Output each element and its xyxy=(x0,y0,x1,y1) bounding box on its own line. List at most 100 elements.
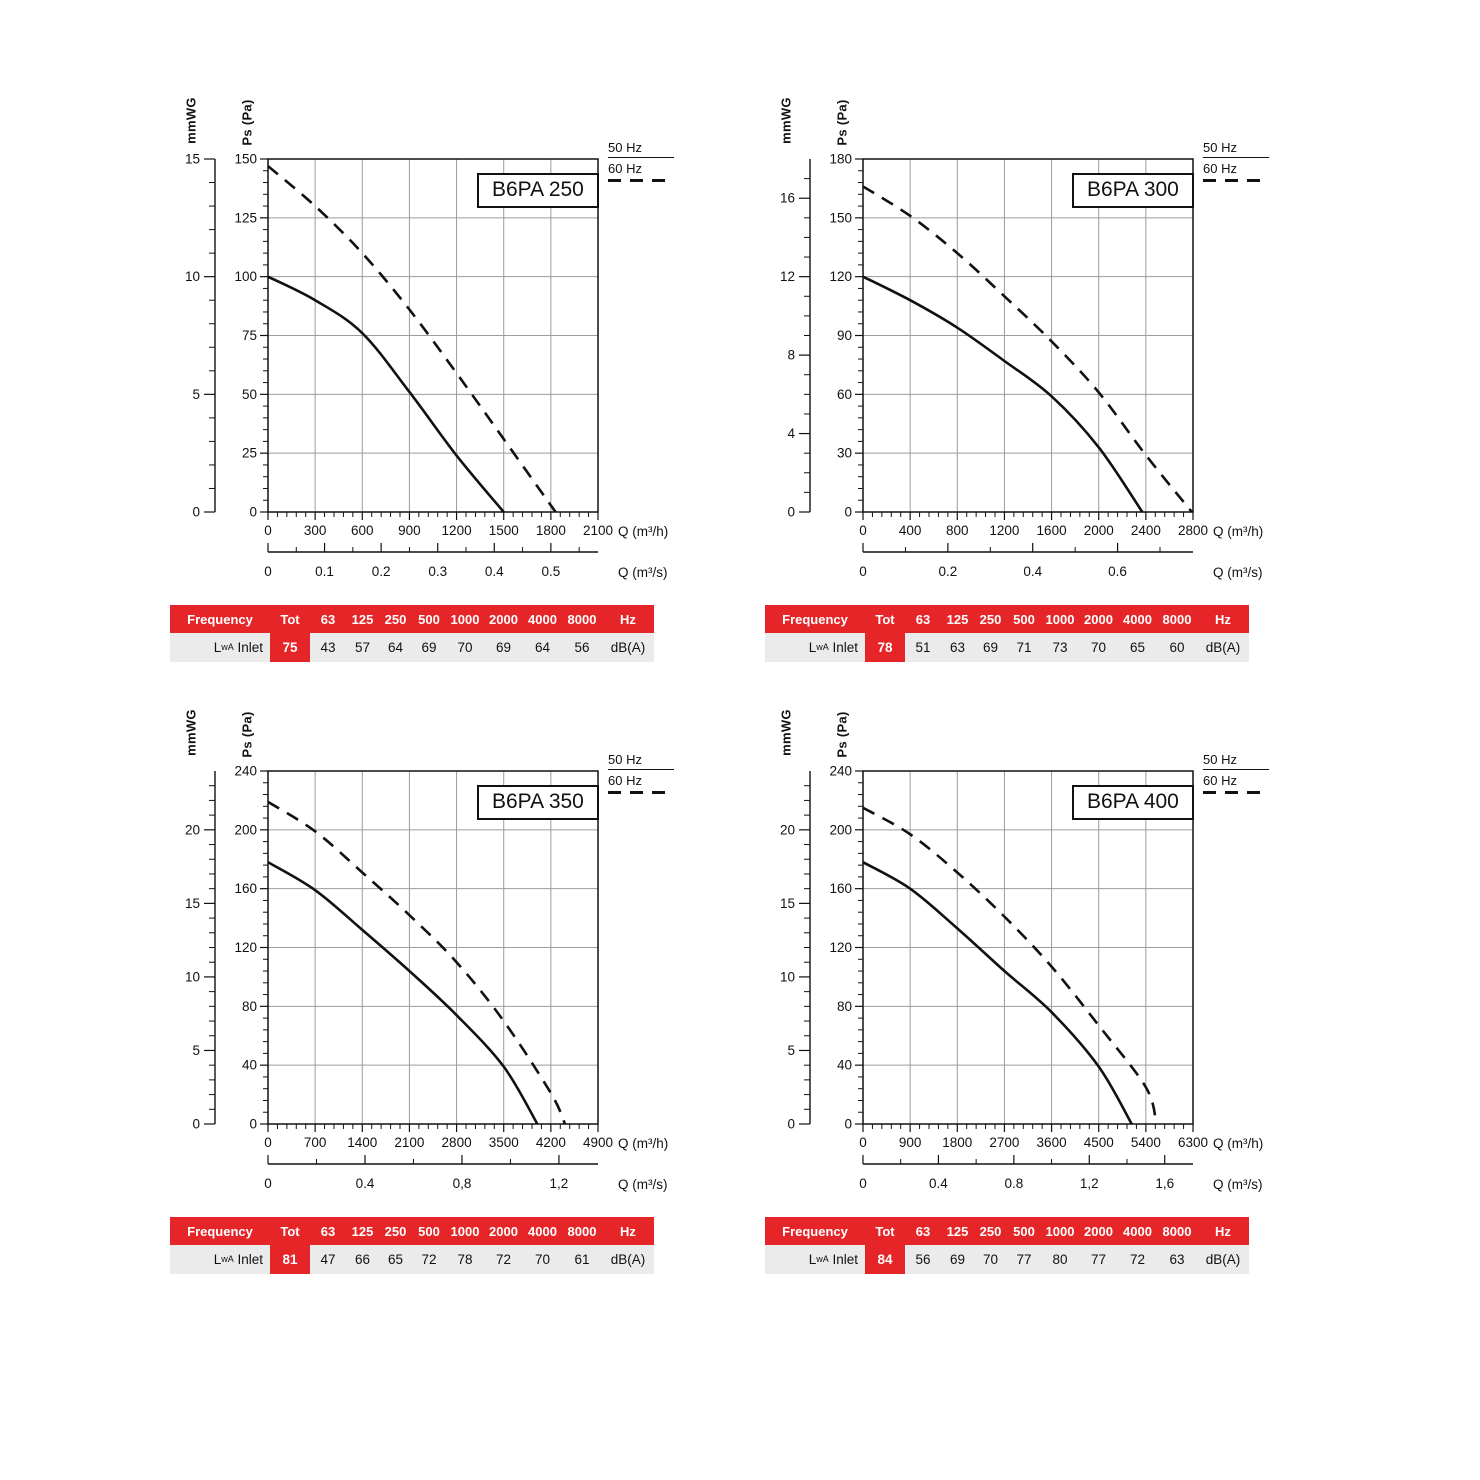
curve-50hz xyxy=(267,275,505,513)
x-tick-label: 700 xyxy=(304,1135,327,1150)
pa-tick-label: 40 xyxy=(837,1058,852,1073)
header-cell-hz: Hz xyxy=(1215,1223,1231,1239)
pa-tick-label: 30 xyxy=(837,446,852,461)
table-header-row: Frequency Tot 63 125 250 500 1000 2000 4000 8000 H… xyxy=(765,605,1249,633)
model-label: B6PA 400 xyxy=(1072,785,1194,820)
pa-tick-label: 180 xyxy=(829,152,852,167)
x-tick-label: 900 xyxy=(899,1135,922,1150)
header-cell-1000: 1000 xyxy=(450,611,480,627)
x-tick-label: 4500 xyxy=(1084,1135,1114,1150)
pa-tick-label: 240 xyxy=(829,764,852,779)
mmwg-tick-label: 0 xyxy=(787,505,795,520)
header-cell-8000: 8000 xyxy=(567,1223,597,1239)
value-cell: 70 xyxy=(457,640,473,655)
chart-panel-b6pa-400: 0 900 1800 2700 3600 4500 5400 6300 0 40 80 120 160 2… xyxy=(745,692,1340,1304)
legend: 50 Hz 60 Hz xyxy=(1203,140,1269,184)
model-label: B6PA 250 xyxy=(477,173,599,208)
pa-tick-label: 75 xyxy=(242,328,257,343)
legend-label-60hz: 60 Hz xyxy=(608,773,642,788)
mmwg-tick-label: 12 xyxy=(780,269,795,284)
header-cell-2000: 2000 xyxy=(489,1223,518,1239)
solid-line-swatch xyxy=(1203,769,1269,770)
header-cell-125: 125 xyxy=(351,611,374,627)
x-axis-title-m3s: Q (m³/s) xyxy=(1213,1177,1263,1192)
header-cell-125: 125 xyxy=(946,1223,969,1239)
legend-item-60hz: 60 Hz xyxy=(608,161,674,182)
value-cell: 70 xyxy=(534,1252,551,1267)
pa-tick-label: 60 xyxy=(837,387,852,402)
header-cell-8000: 8000 xyxy=(567,611,597,627)
pa-tick-label: 25 xyxy=(242,446,257,461)
x-tick-label: 400 xyxy=(899,523,922,538)
curve-60hz xyxy=(862,185,1193,513)
pa-tick-label: 150 xyxy=(829,210,852,225)
pa-tick-label: 50 xyxy=(242,387,257,402)
x-tick-label: 0 xyxy=(264,1135,272,1150)
x-tick-label: 300 xyxy=(304,523,327,538)
mmwg-axis-title: mmWG xyxy=(183,709,199,756)
unit-cell: dB(A) xyxy=(610,1252,646,1267)
header-cell-500: 500 xyxy=(1013,1223,1035,1239)
value-cell: 77 xyxy=(1016,1252,1032,1267)
header-cell-tot: Tot xyxy=(875,611,895,627)
chart-panel-b6pa-350: 0 700 1400 2100 2800 3500 4200 4900 0 40 80 120 160 2… xyxy=(150,692,745,1304)
unit-cell: dB(A) xyxy=(610,640,646,655)
mmwg-tick-label: 10 xyxy=(780,969,795,984)
value-cell: 61 xyxy=(574,1252,590,1267)
header-cell-tot: Tot xyxy=(875,1223,895,1239)
s-tick-label: 0.3 xyxy=(428,564,447,579)
x-tick-label: 2400 xyxy=(1131,523,1161,538)
s-tick-label: 0.4 xyxy=(929,1176,948,1191)
mmwg-tick-label: 5 xyxy=(192,387,200,402)
value-cell: 69 xyxy=(982,640,999,655)
x-tick-label: 5400 xyxy=(1131,1135,1161,1150)
table-header-row: Frequency Tot 63 125 250 500 1000 2000 4000 8000 H… xyxy=(170,605,654,633)
pa-tick-label: 80 xyxy=(837,999,852,1014)
legend-item-50hz: 50 Hz xyxy=(1203,140,1269,158)
header-cell-tot: Tot xyxy=(280,611,300,627)
header-cell-4000: 4000 xyxy=(528,611,557,627)
x-tick-label: 2800 xyxy=(1178,523,1208,538)
legend-item-60hz: 60 Hz xyxy=(1203,161,1269,182)
header-cell-hz: Hz xyxy=(620,611,636,627)
header-cell-1000: 1000 xyxy=(450,1223,480,1239)
pa-axis-title: Ps (Pa) xyxy=(239,711,255,758)
header-cell-250: 250 xyxy=(384,1223,407,1239)
x-tick-label: 4900 xyxy=(583,1135,613,1150)
legend-label-50hz: 50 Hz xyxy=(1203,140,1237,155)
pa-tick-label: 120 xyxy=(829,269,852,284)
mmwg-tick-label: 15 xyxy=(780,896,795,911)
legend: 50 Hz 60 Hz xyxy=(1203,752,1269,796)
x-tick-label: 6300 xyxy=(1178,1135,1208,1150)
x-tick-label: 0 xyxy=(859,523,867,538)
x-tick-label: 0 xyxy=(859,1135,867,1150)
header-cell-63: 63 xyxy=(320,1223,336,1239)
value-cell: 65 xyxy=(387,1252,404,1267)
curve-60hz xyxy=(267,165,557,513)
legend-item-60hz: 60 Hz xyxy=(608,773,674,794)
header-cell-4000: 4000 xyxy=(528,1223,557,1239)
header-cell-frequency: Frequency xyxy=(187,611,253,627)
s-tick-label: 1,2 xyxy=(550,1176,569,1191)
header-cell-4000: 4000 xyxy=(1123,611,1152,627)
legend-label-50hz: 50 Hz xyxy=(608,752,642,767)
mmwg-tick-label: 15 xyxy=(185,896,200,911)
frequency-table: Frequency Tot 63 125 250 500 1000 2000 4000 8000 H… xyxy=(170,1217,654,1274)
pa-axis-title: Ps (Pa) xyxy=(239,99,255,146)
s-tick-label: 0.6 xyxy=(1108,564,1127,579)
value-cell: 57 xyxy=(354,640,371,655)
s-tick-label: 0.4 xyxy=(1023,564,1042,579)
pa-tick-label: 120 xyxy=(234,940,257,955)
x-axis-title-m3h: Q (m³/h) xyxy=(1213,524,1264,539)
mmwg-tick-label: 0 xyxy=(192,505,200,520)
x-tick-label: 1800 xyxy=(942,1135,972,1150)
x-tick-label: 800 xyxy=(946,523,969,538)
x-tick-label: 3600 xyxy=(1037,1135,1067,1150)
mmwg-tick-label: 20 xyxy=(780,822,795,837)
x-tick-label: 2700 xyxy=(989,1135,1019,1150)
s-tick-label: 0,8 xyxy=(453,1176,472,1191)
performance-chart: 0 400 800 1200 1600 2000 2400 28000306090120150… xyxy=(780,152,1208,580)
mmwg-tick-label: 4 xyxy=(787,426,795,441)
dashed-line-swatch xyxy=(608,791,674,794)
